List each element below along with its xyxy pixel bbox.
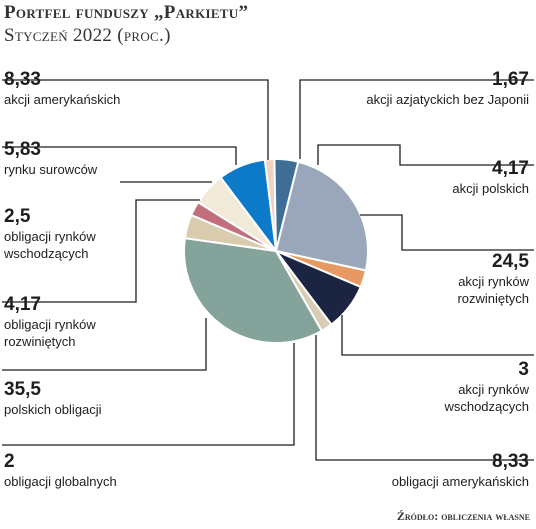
label-akcje-wschodzace: 3 akcji rynków wschodzących (444, 358, 529, 415)
value-akcje-azjatyckie: 1,67 (492, 69, 529, 90)
text-surowce: rynku surowców (4, 162, 98, 177)
value-akcje-wschodzace: 3 (518, 359, 529, 380)
leader-lines (2, 79, 534, 461)
label-akcje-azjatyckie: 1,67 akcji azjatyckich bez Japonii (366, 68, 529, 108)
value-akcje-polskie: 4,17 (492, 158, 529, 179)
leader-line-obl-usa (315, 335, 534, 461)
text-obligacje-wschodzace-2: wschodzących (4, 246, 89, 261)
label-polskie-obligacje: 35,5 polskich obligacji (4, 378, 102, 418)
leader-line-akcje-rozw (360, 214, 534, 251)
pie-slice-3 (274, 160, 369, 272)
leader-line-obl-rozwiniete (2, 199, 200, 303)
leader-line-surowce (2, 146, 237, 165)
label-obligacje-wschodzace: 2,5 obligacji rynków wschodzących (4, 205, 96, 262)
value-obligacje-rozwiniete: 4,17 (4, 294, 41, 315)
label-obligacje-globalne: 2 obligacji globalnych (4, 450, 117, 490)
text-akcje-polskie: akcji polskich (452, 181, 529, 196)
value-polskie-obligacje: 35,5 (4, 379, 41, 400)
text-obligacje-amerykanskie: obligacji amerykańskich (391, 474, 529, 489)
value-obligacje-amerykanskie: 8,33 (492, 451, 529, 472)
label-obligacje-rozwiniete: 4,17 obligacji rynków rozwiniętych (4, 293, 96, 350)
text-obligacje-wschodzace-1: obligacji rynków (4, 229, 96, 244)
label-akcje-rozwiniete: 24,5 akcji rynków rozwiniętych (457, 250, 529, 307)
leader-line-obl-globalne (2, 343, 295, 446)
text-akcje-wschodzace-2: wschodzących (444, 399, 529, 414)
chart-subtitle: Styczeń 2022 (proc.) (4, 25, 171, 46)
text-akcje-rozwiniete-2: rozwiniętych (457, 291, 529, 306)
source-note: Źródło: obliczenia własne (396, 509, 530, 523)
text-akcje-rozwiniete-1: akcji rynków (458, 274, 529, 289)
chart-title: Portfel funduszy „Parkietu” (4, 2, 249, 23)
label-obligacje-amerykanskie: 8,33 obligacji amerykańskich (392, 450, 529, 490)
text-obligacje-rozwiniete-1: obligacji rynków (4, 317, 96, 332)
text-obligacje-globalne: obligacji globalnych (4, 474, 117, 489)
text-akcje-amerykanskie: akcji amerykańskich (4, 92, 121, 107)
label-surowce: 5,83 rynku surowców (4, 138, 97, 178)
leader-line-akcje-azja (299, 79, 534, 159)
text-polskie-obligacje: polskich obligacji (4, 402, 102, 417)
text-akcje-azjatyckie: akcji azjatyckich bez Japonii (366, 92, 529, 107)
pie-slices (183, 157, 369, 344)
value-surowce: 5,83 (4, 139, 41, 160)
leader-line-akcje-usa (2, 79, 269, 160)
pie-slice-11 (219, 158, 278, 255)
value-obligacje-wschodzace: 2,5 (4, 206, 31, 227)
text-obligacje-rozwiniete-2: rozwiniętych (4, 334, 76, 349)
value-obligacje-globalne: 2 (4, 451, 15, 472)
leader-line-akcje-wsch (341, 315, 534, 356)
label-akcje-amerykanskie: 8,33 akcji amerykańskich (4, 68, 120, 108)
leader-line-polskie-obl (2, 318, 207, 371)
text-akcje-wschodzace-1: akcji rynków (458, 382, 529, 397)
value-akcje-rozwiniete: 24,5 (492, 251, 529, 272)
leader-line-akcje-pl (317, 144, 534, 166)
value-akcje-amerykanskie: 8,33 (4, 69, 41, 90)
label-akcje-polskie: 4,17 akcji polskich (452, 157, 529, 197)
pie-slice-7 (183, 237, 324, 344)
